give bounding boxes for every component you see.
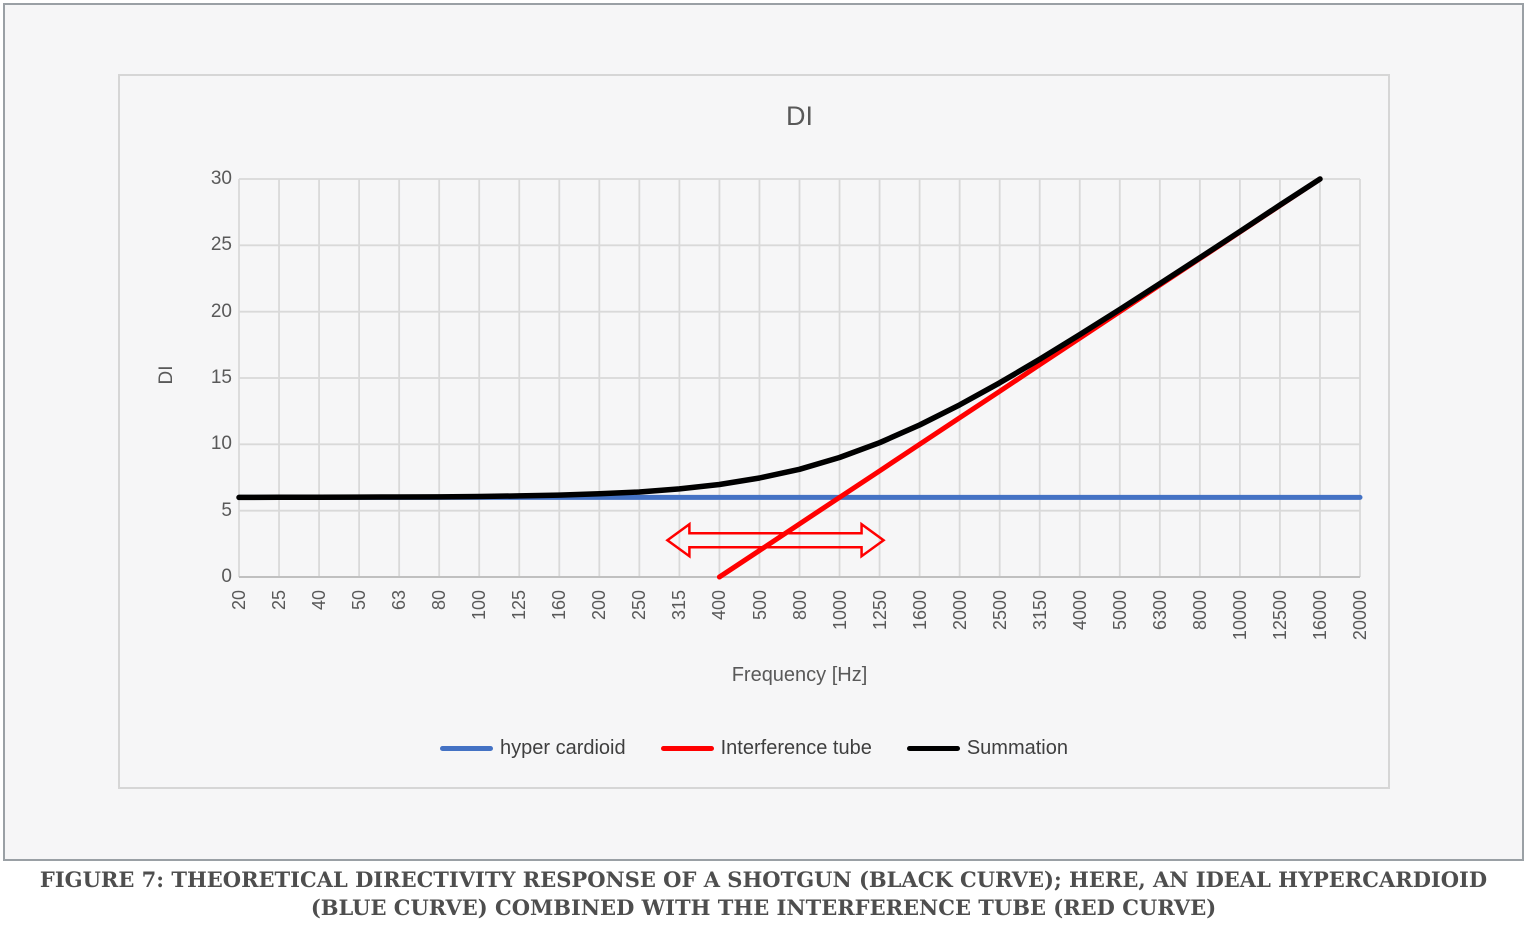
x-tick-label: 40	[309, 590, 330, 611]
x-tick-label: 5000	[1109, 590, 1130, 631]
figure-caption-line-1: FIGURE 7: THEORETICAL DIRECTIVITY RESPON…	[39, 867, 1488, 892]
x-tick-label: 50	[349, 590, 370, 611]
x-tick-label: 250	[629, 590, 650, 621]
legend-label: Interference tube	[720, 737, 872, 759]
x-tick-label: 3150	[1029, 590, 1050, 631]
x-tick-label: 2000	[949, 590, 970, 631]
x-tick-label: 63	[389, 590, 410, 611]
y-tick-label: 0	[221, 566, 232, 587]
figure-caption-line-2: (BLUE CURVE) COMBINED WITH THE INTERFERE…	[310, 895, 1217, 920]
x-tick-label: 10000	[1229, 590, 1250, 641]
x-tick-label: 4000	[1069, 590, 1090, 631]
figure-caption: FIGURE 7: THEORETICAL DIRECTIVITY RESPON…	[0, 866, 1527, 922]
legend-item-summation: Summation	[906, 737, 1068, 760]
chart-area	[118, 74, 1390, 789]
x-tick-label: 20000	[1350, 590, 1370, 641]
x-tick-label: 2500	[989, 590, 1010, 631]
legend-item-hyper-cardioid: hyper cardioid	[440, 737, 626, 760]
legend-label: hyper cardioid	[500, 737, 626, 759]
y-tick-label: 10	[210, 433, 232, 455]
legend-item-interference-tube: Interference tube	[660, 737, 872, 760]
x-tick-label: 8000	[1189, 590, 1210, 631]
x-tick-label: 315	[669, 590, 690, 621]
legend-line-swatch	[440, 746, 493, 751]
y-tick-label: 25	[210, 234, 232, 256]
x-tick-label: 20	[229, 590, 249, 611]
y-tick-label: 15	[210, 367, 232, 388]
x-tick-label: 1250	[869, 590, 890, 631]
x-axis-title: Frequency [Hz]	[731, 664, 868, 686]
y-tick-label: 20	[210, 300, 232, 322]
legend-line-swatch	[906, 746, 960, 751]
x-tick-label: 200	[589, 590, 610, 621]
chart-title: DI	[786, 101, 813, 131]
x-tick-label: 500	[749, 590, 770, 621]
x-tick-label: 400	[709, 590, 730, 621]
x-tick-label: 16000	[1310, 590, 1330, 641]
x-tick-label: 125	[509, 590, 530, 621]
x-tick-label: 800	[789, 590, 810, 621]
x-tick-label: 100	[469, 590, 490, 621]
x-tick-label: 12500	[1269, 590, 1290, 641]
legend-line-swatch	[660, 746, 714, 751]
x-tick-label: 160	[549, 590, 570, 621]
x-tick-label: 1000	[829, 590, 850, 631]
x-tick-label: 25	[269, 590, 289, 611]
y-tick-label: 30	[210, 168, 232, 189]
y-tick-label: 5	[221, 499, 232, 521]
x-tick-label: 1600	[909, 590, 930, 631]
x-tick-label: 80	[429, 590, 450, 611]
chart-legend: hyper cardioid Interference tube Summation	[118, 737, 1390, 760]
legend-label: Summation	[966, 737, 1068, 759]
x-tick-label: 6300	[1149, 590, 1170, 631]
